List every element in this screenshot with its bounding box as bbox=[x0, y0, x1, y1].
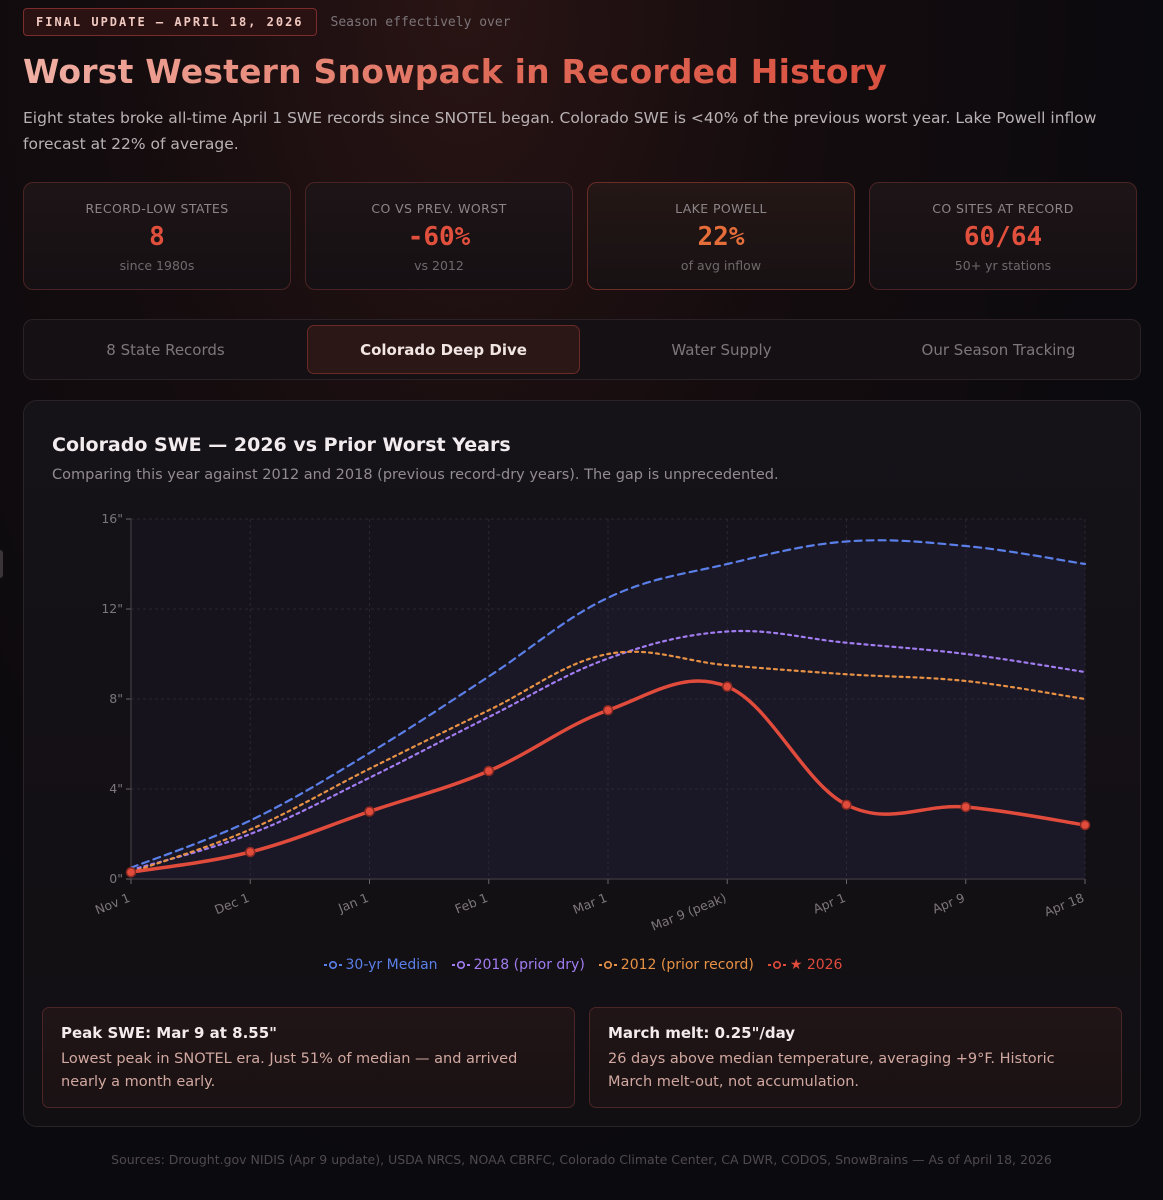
legend-label: 2012 (prior record) bbox=[620, 957, 754, 973]
stat-value: 60/64 bbox=[963, 222, 1043, 252]
x-tick-label: Mar 1 bbox=[571, 890, 610, 917]
stat-value: -60% bbox=[407, 222, 471, 252]
stat-label: RECORD-LOW STATES bbox=[85, 201, 229, 216]
data-point-2026 bbox=[245, 846, 256, 858]
stat-card-co-vs-prev-worst: CO VS PREV. WORST -60% vs 2012 bbox=[305, 182, 573, 290]
x-tick-label: Feb 1 bbox=[453, 890, 490, 917]
tab-colorado-deep-dive[interactable]: Colorado Deep Dive bbox=[307, 325, 580, 374]
legend-swatch-icon bbox=[767, 960, 786, 970]
series-line-30-yr-median bbox=[129, 539, 1087, 869]
y-tick-label: 16" bbox=[101, 511, 123, 526]
x-tick-label: Nov 1 bbox=[93, 890, 132, 918]
legend-swatch-icon bbox=[451, 960, 470, 970]
tab-water-supply[interactable]: Water Supply bbox=[671, 340, 772, 359]
card-body: Lowest peak in SNOTEL era. Just 51% of m… bbox=[61, 1051, 518, 1090]
x-tick-label: Mar 9 (peak) bbox=[649, 890, 729, 934]
stat-sub: vs 2012 bbox=[414, 258, 464, 273]
x-tick-label: Apr 18 bbox=[1042, 890, 1086, 919]
data-point-2026 bbox=[364, 806, 375, 817]
tab-our-season-tracking[interactable]: Our Season Tracking bbox=[921, 340, 1076, 359]
data-point-2026 bbox=[483, 765, 494, 777]
data-point-2026 bbox=[1079, 819, 1091, 831]
march-melt-card: March melt: 0.25"/day 26 days above medi… bbox=[589, 1007, 1122, 1108]
stat-value: 8 bbox=[149, 222, 165, 252]
x-tick-label: Jan 1 bbox=[335, 890, 370, 916]
data-point-2026 bbox=[960, 801, 971, 813]
final-update-badge: FINAL UPDATE — APRIL 18, 2026 bbox=[23, 8, 317, 36]
side-handle bbox=[0, 550, 3, 578]
stat-value: 22% bbox=[697, 222, 745, 252]
legend-item[interactable]: 2018 (prior dry) bbox=[451, 957, 585, 973]
legend-item[interactable]: 2012 (prior record) bbox=[598, 957, 754, 973]
chart-legend: 30-yr Median 2018 (prior dry) 2012 (prior … bbox=[24, 957, 1142, 973]
stat-card-co-sites-at-record: CO SITES AT RECORD 60/64 50+ yr stations bbox=[869, 182, 1137, 290]
chart-title: Colorado SWE — 2026 vs Prior Worst Years bbox=[52, 434, 511, 456]
legend-label: ★ 2026 bbox=[789, 957, 843, 973]
x-tick-label: Apr 1 bbox=[811, 890, 848, 916]
data-point-2026 bbox=[125, 867, 137, 878]
chart-subtitle: Comparing this year against 2012 and 201… bbox=[52, 467, 779, 483]
tab-8-state-records[interactable]: 8 State Records bbox=[106, 340, 225, 359]
legend-item[interactable]: ★ 2026 bbox=[767, 957, 843, 973]
insight-cards: Peak SWE: Mar 9 at 8.55" Lowest peak in … bbox=[42, 1007, 1122, 1108]
stat-sub: of avg inflow bbox=[680, 258, 762, 273]
series-line-2012-prior-record bbox=[129, 650, 1087, 874]
legend-swatch-icon bbox=[598, 960, 617, 970]
x-tick-label: Dec 1 bbox=[212, 890, 251, 917]
data-point-2026 bbox=[841, 799, 852, 810]
data-point-2026 bbox=[722, 681, 733, 692]
stat-label: CO VS PREV. WORST bbox=[371, 201, 507, 216]
card-title: Peak SWE: Mar 9 at 8.55" bbox=[61, 1024, 277, 1042]
stat-card-record-low-states: RECORD-LOW STATES 8 since 1980s bbox=[23, 182, 291, 290]
y-tick-label: 0" bbox=[109, 871, 123, 886]
series-line-2018-prior-dry bbox=[129, 629, 1087, 872]
chart-panel: Colorado SWE — 2026 vs Prior Worst Years… bbox=[23, 400, 1141, 1127]
y-tick-label: 4" bbox=[109, 781, 123, 796]
stat-cards: RECORD-LOW STATES 8 since 1980s CO VS PR… bbox=[23, 182, 1137, 290]
stat-sub: 50+ yr stations bbox=[954, 258, 1052, 273]
data-point-2026 bbox=[602, 705, 614, 716]
stat-label: CO SITES AT RECORD bbox=[932, 201, 1074, 216]
y-tick-label: 8" bbox=[109, 691, 123, 706]
peak-swe-card: Peak SWE: Mar 9 at 8.55" Lowest peak in … bbox=[42, 1007, 575, 1108]
stat-label: LAKE POWELL bbox=[675, 201, 767, 216]
x-tick-label: Apr 9 bbox=[930, 890, 967, 916]
stat-card-lake-powell: LAKE POWELL 22% of avg inflow bbox=[587, 182, 855, 290]
legend-swatch-icon bbox=[323, 960, 342, 970]
legend-label: 2018 (prior dry) bbox=[473, 957, 585, 973]
status-header: FINAL UPDATE — APRIL 18, 2026 Season eff… bbox=[23, 8, 511, 36]
page-subtitle: Eight states broke all-time April 1 SWE … bbox=[23, 109, 1097, 153]
page-title: Worst Western Snowpack in Recorded Histo… bbox=[23, 52, 887, 91]
y-tick-label: 12" bbox=[101, 601, 123, 616]
card-body: 26 days above median temperature, averag… bbox=[608, 1051, 1055, 1090]
card-title: March melt: 0.25"/day bbox=[608, 1024, 796, 1042]
legend-label: 30-yr Median bbox=[345, 957, 438, 973]
season-note: Season effectively over bbox=[330, 14, 511, 30]
sources-footer: Sources: Drought.gov NIDIS (Apr 9 update… bbox=[111, 1152, 1052, 1167]
tab-bar: 8 State Records Colorado Deep Dive Water… bbox=[23, 319, 1141, 380]
swe-line-chart: 0" 4" 8" 12" 16" Nov 1 Dec 1 Jan 1 Feb 1 Mar 1 Mar… bbox=[93, 511, 1091, 934]
legend-item[interactable]: 30-yr Median bbox=[323, 957, 438, 973]
stat-sub: since 1980s bbox=[119, 258, 195, 273]
